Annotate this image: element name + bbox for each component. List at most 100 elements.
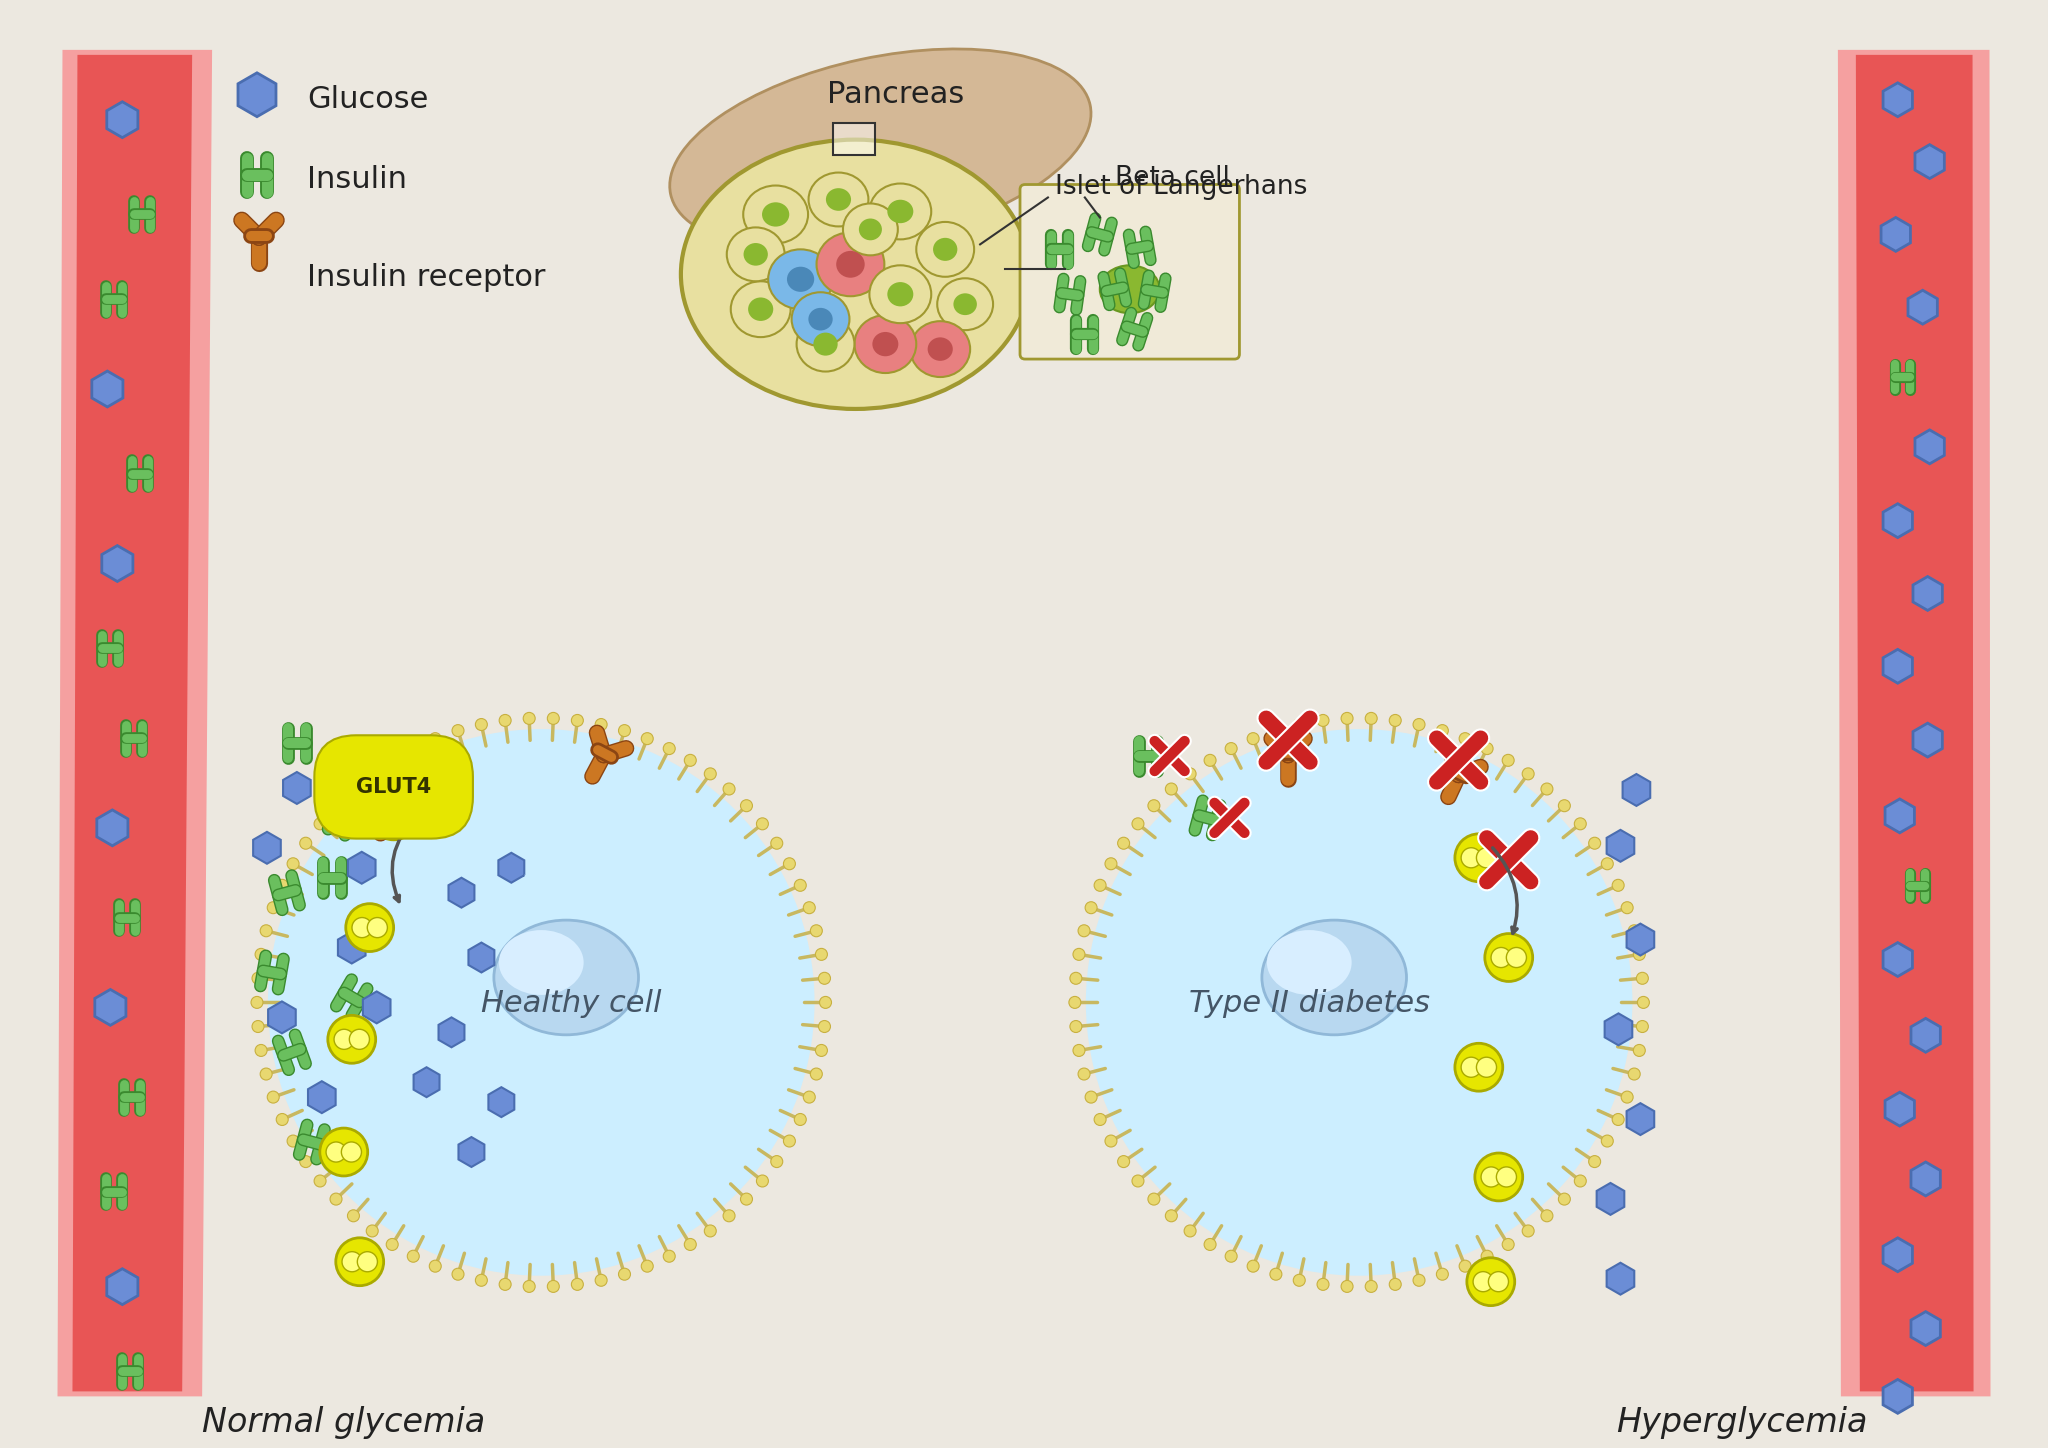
Circle shape: [1341, 1280, 1354, 1293]
Circle shape: [1636, 972, 1649, 985]
Circle shape: [1628, 925, 1640, 937]
Polygon shape: [1880, 217, 1911, 252]
Circle shape: [1184, 1225, 1196, 1237]
Circle shape: [1466, 1258, 1516, 1306]
Circle shape: [348, 1211, 360, 1222]
Circle shape: [1507, 947, 1526, 967]
Circle shape: [1317, 1279, 1329, 1290]
Circle shape: [1436, 1268, 1448, 1280]
Circle shape: [391, 807, 412, 825]
Polygon shape: [1882, 83, 1913, 117]
Circle shape: [1270, 724, 1282, 737]
Circle shape: [356, 1251, 377, 1271]
Ellipse shape: [887, 200, 913, 223]
Bar: [834, 123, 874, 155]
Circle shape: [1366, 1280, 1376, 1293]
Circle shape: [618, 724, 631, 737]
Circle shape: [1118, 837, 1130, 849]
Circle shape: [500, 1279, 512, 1290]
Polygon shape: [92, 371, 123, 407]
Circle shape: [1589, 837, 1602, 849]
Circle shape: [705, 767, 717, 780]
Circle shape: [287, 1135, 299, 1147]
Text: Glucose: Glucose: [307, 85, 428, 114]
Circle shape: [268, 730, 815, 1276]
Circle shape: [1204, 1238, 1217, 1251]
Circle shape: [819, 996, 831, 1008]
Circle shape: [1473, 1271, 1493, 1292]
Circle shape: [1589, 1156, 1602, 1167]
Circle shape: [346, 904, 393, 951]
Circle shape: [367, 767, 379, 780]
Polygon shape: [334, 757, 360, 789]
Text: Healthy cell: Healthy cell: [481, 989, 662, 1018]
Polygon shape: [1882, 649, 1913, 683]
Circle shape: [1634, 1044, 1645, 1057]
Circle shape: [475, 1274, 487, 1286]
Circle shape: [1133, 1174, 1145, 1187]
Circle shape: [770, 837, 782, 849]
Circle shape: [811, 1069, 823, 1080]
Ellipse shape: [928, 337, 952, 361]
Polygon shape: [1606, 830, 1634, 862]
Ellipse shape: [494, 919, 639, 1035]
Circle shape: [352, 918, 373, 938]
Circle shape: [1638, 996, 1649, 1008]
Circle shape: [266, 902, 279, 914]
Text: Insulin receptor: Insulin receptor: [307, 262, 545, 292]
Circle shape: [326, 1142, 346, 1163]
Ellipse shape: [786, 266, 815, 292]
Circle shape: [641, 1260, 653, 1273]
Polygon shape: [1855, 55, 1974, 1392]
Circle shape: [1636, 1021, 1649, 1032]
Circle shape: [1247, 1260, 1260, 1273]
Circle shape: [1085, 730, 1632, 1276]
Circle shape: [641, 733, 653, 744]
Polygon shape: [348, 851, 375, 883]
Circle shape: [1341, 712, 1354, 724]
Ellipse shape: [762, 203, 788, 226]
Circle shape: [334, 1030, 354, 1050]
Text: Type II diabetes: Type II diabetes: [1188, 989, 1430, 1018]
Polygon shape: [106, 1268, 137, 1305]
Circle shape: [1133, 818, 1145, 830]
Polygon shape: [362, 992, 391, 1024]
Circle shape: [1389, 1279, 1401, 1290]
Circle shape: [705, 1225, 717, 1237]
Circle shape: [252, 1021, 264, 1032]
Ellipse shape: [915, 222, 975, 277]
Circle shape: [1149, 799, 1159, 812]
Circle shape: [1454, 834, 1503, 882]
Polygon shape: [1882, 504, 1913, 537]
Circle shape: [756, 1174, 768, 1187]
Circle shape: [1073, 948, 1085, 960]
Circle shape: [664, 1250, 676, 1263]
Polygon shape: [498, 853, 524, 883]
Circle shape: [1501, 1238, 1513, 1251]
Circle shape: [453, 724, 465, 737]
Circle shape: [350, 1030, 369, 1050]
Circle shape: [330, 1193, 342, 1205]
Text: GLUT4: GLUT4: [356, 778, 432, 796]
Polygon shape: [72, 55, 193, 1392]
Polygon shape: [106, 101, 137, 138]
Text: Normal glycemia: Normal glycemia: [203, 1406, 485, 1439]
Ellipse shape: [872, 332, 899, 356]
Polygon shape: [487, 1087, 514, 1116]
Circle shape: [1454, 1044, 1503, 1092]
Circle shape: [1622, 1092, 1632, 1103]
Ellipse shape: [909, 321, 971, 376]
Polygon shape: [102, 546, 133, 582]
Circle shape: [313, 1174, 326, 1187]
Circle shape: [299, 1156, 311, 1167]
Circle shape: [1497, 1167, 1516, 1187]
Ellipse shape: [768, 249, 834, 310]
Ellipse shape: [1262, 919, 1407, 1035]
Circle shape: [596, 1274, 606, 1286]
Circle shape: [387, 1238, 397, 1251]
Polygon shape: [1882, 1238, 1913, 1271]
Circle shape: [522, 712, 535, 724]
Circle shape: [1436, 724, 1448, 737]
Circle shape: [1077, 925, 1090, 937]
Circle shape: [1106, 857, 1116, 870]
